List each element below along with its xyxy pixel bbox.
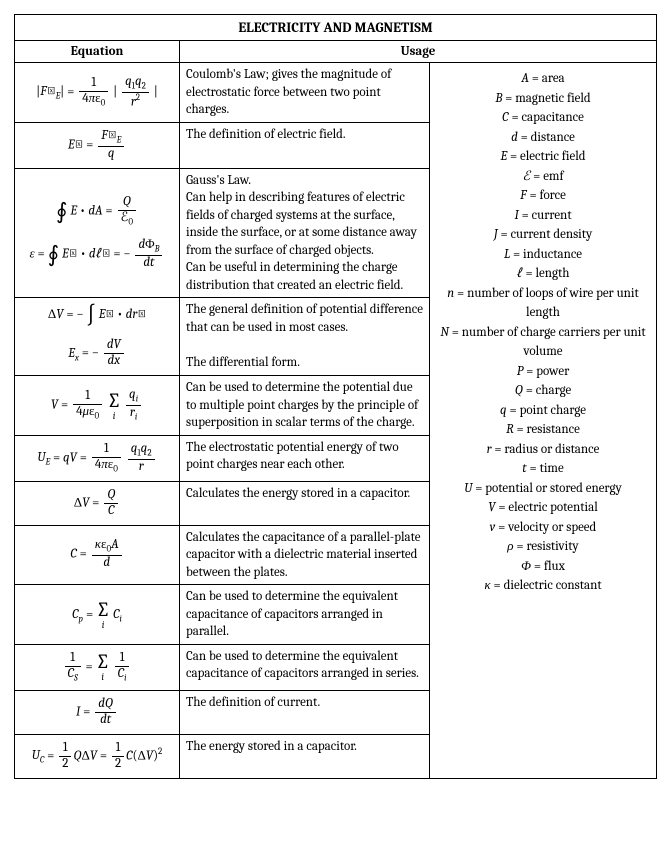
usage-cell: Calculates the capacitance of a parallel… <box>180 525 430 585</box>
equation-cell: 1CS = ∑i 1Ci <box>15 644 180 690</box>
legend-item: E = electric field <box>438 147 648 167</box>
legend-item: F = force <box>438 186 648 206</box>
header-row: Equation Usage <box>15 41 657 63</box>
legend-item: A = area <box>438 69 648 89</box>
equation-cell: ∮ E • dA = Qℰ0ε = ∮ E⃗ • dℓ⃗ = − dΦBdt <box>15 168 180 298</box>
usage-cell: The energy stored in a capacitor. <box>180 734 430 778</box>
title-row: ELECTRICITY AND MAGNETISM <box>15 15 657 41</box>
usage-cell: The electrostatic potential energy of tw… <box>180 435 430 481</box>
legend-item: ℓ = length <box>438 264 648 284</box>
legend-item: I = current <box>438 206 648 226</box>
equation-row: |F⃗E| = 14πε0 | q1q2r2 |Coulomb's Law; g… <box>15 63 657 123</box>
usage-cell: Can be used to determine the equivalent … <box>180 585 430 645</box>
legend-item: ℰ = emf <box>438 167 648 187</box>
equation-cell: UC = 12QΔV = 12C(ΔV)2 <box>15 734 180 778</box>
equation-cell: V = 14με0 ∑i qiri <box>15 376 180 436</box>
legend-item: P = power <box>438 362 648 382</box>
equation-cell: ΔV = − ∫ E⃗ • dr⃗Ex = − dVdx <box>15 298 180 376</box>
usage-cell: The definition of electric field. <box>180 122 430 168</box>
legend-item: κ = dielectric constant <box>438 576 648 596</box>
legend-item: L = inductance <box>438 245 648 265</box>
legend-item: t = time <box>438 459 648 479</box>
equation-cell: ΔV = QC <box>15 481 180 525</box>
legend-item: V = electric potential <box>438 498 648 518</box>
legend-item: R = resistance <box>438 420 648 440</box>
legend-item: r = radius or distance <box>438 440 648 460</box>
usage-cell: Can be used to determine the potential d… <box>180 376 430 436</box>
usage-cell: Coulomb's Law; gives the magnitude of el… <box>180 63 430 123</box>
table-title: ELECTRICITY AND MAGNETISM <box>15 15 657 41</box>
header-usage: Usage <box>180 41 657 63</box>
equation-table: ELECTRICITY AND MAGNETISM Equation Usage… <box>14 14 657 779</box>
legend-item: C = capacitance <box>438 108 648 128</box>
legend-item: N = number of charge carriers per unit v… <box>438 323 648 362</box>
equation-cell: |F⃗E| = 14πε0 | q1q2r2 | <box>15 63 180 123</box>
legend-item: B = magnetic field <box>438 89 648 109</box>
equation-cell: Cp = ∑i Ci <box>15 585 180 645</box>
legend-item: U = potential or stored energy <box>438 479 648 499</box>
legend-item: ρ = resistivity <box>438 537 648 557</box>
equation-cell: UE = qV = 14πε0 q1q2r <box>15 435 180 481</box>
usage-cell: The general definition of potential diff… <box>180 298 430 376</box>
legend-item: Φ = flux <box>438 557 648 577</box>
legend-item: d = distance <box>438 128 648 148</box>
equation-cell: E⃗ = F⃗Eq <box>15 122 180 168</box>
header-equation: Equation <box>15 41 180 63</box>
legend-item: q = point charge <box>438 401 648 421</box>
usage-cell: Gauss's Law. Can help in describing feat… <box>180 168 430 298</box>
legend-item: Q = charge <box>438 381 648 401</box>
usage-cell: The definition of current. <box>180 690 430 734</box>
legend-item: v = velocity or speed <box>438 518 648 538</box>
legend-item: J = current density <box>438 225 648 245</box>
usage-cell: Calculates the energy stored in a capaci… <box>180 481 430 525</box>
equation-cell: I = dQdt <box>15 690 180 734</box>
equation-cell: C = κε0Ad <box>15 525 180 585</box>
usage-cell: Can be used to determine the equivalent … <box>180 644 430 690</box>
legend-cell: A = areaB = magnetic fieldC = capacitanc… <box>430 63 657 779</box>
legend-item: n = number of loops of wire per unit len… <box>438 284 648 323</box>
